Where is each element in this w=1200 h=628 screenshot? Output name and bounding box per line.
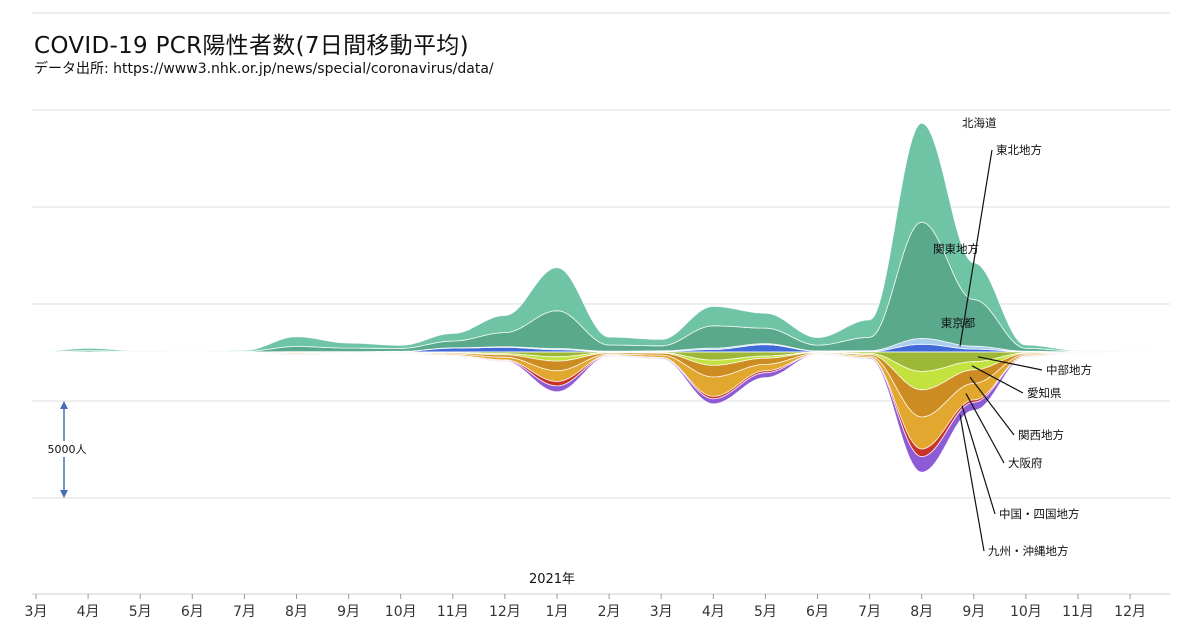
leader-line: [969, 376, 1015, 436]
scale-bar-label: 5000人: [48, 443, 87, 456]
source-caption: データ出所: https://www3.nhk.or.jp/news/speci…: [34, 61, 494, 77]
x-tick-label: 3月: [25, 604, 48, 620]
leader-line: [961, 405, 996, 515]
series-label: 愛知県: [1027, 386, 1062, 400]
x-tick-label: 6月: [181, 604, 204, 620]
x-tick-label: 4月: [77, 604, 100, 620]
series-label: 東北地方: [996, 143, 1042, 157]
x-tick-label: 3月: [650, 604, 673, 620]
x-tick-label: 10月: [385, 604, 417, 620]
x-tick-label: 12月: [1114, 604, 1146, 620]
x-tick-label: 10月: [1010, 604, 1042, 620]
x-tick-label: 7月: [858, 604, 881, 620]
x-tick-label: 11月: [437, 604, 469, 620]
leader-line: [971, 365, 1024, 394]
series-label: 大阪府: [1008, 456, 1043, 470]
x-tick-label: 9月: [337, 604, 360, 620]
scale-arrow-down: [60, 490, 68, 498]
series-label: 東京都: [941, 316, 976, 330]
x-tick-label: 5月: [129, 604, 152, 620]
series-label: 九州・沖縄地方: [988, 544, 1069, 558]
scale-label-bg: [40, 441, 90, 457]
series-label: 関東地方: [933, 242, 979, 256]
x-tick-label: 8月: [285, 604, 308, 620]
leader-line: [965, 393, 1005, 464]
x-tick-label: 11月: [1062, 604, 1094, 620]
leader-line: [959, 149, 993, 347]
x-tick-label: 8月: [910, 604, 933, 620]
x-tick-label: 2月: [598, 604, 621, 620]
scale-arrow-up: [60, 401, 68, 409]
series-area-東京都: [36, 122, 1175, 353]
x-tick-label: 4月: [702, 604, 725, 620]
series-label: 中部地方: [1046, 363, 1092, 377]
stream-layers: [36, 122, 1175, 473]
x-tick-label: 5月: [754, 604, 777, 620]
x-tick-label: 6月: [806, 604, 829, 620]
x-tick-label: 9月: [962, 604, 985, 620]
x-tick-label: 1月: [546, 604, 569, 620]
chart-title: COVID-19 PCR陽性者数(7日間移動平均): [34, 33, 469, 59]
series-area-九州・沖縄地方: [36, 351, 1175, 473]
series-label: 中国・四国地方: [999, 507, 1080, 521]
x-tick-label: 7月: [233, 604, 256, 620]
year-label: 2021年: [529, 572, 575, 587]
series-labels: 九州・沖縄地方 中国・四国地方 大阪府 関西地方 愛知県 中部地方 東京都 関東地方 東北地方 北…: [933, 116, 1092, 558]
x-tick-label: 12月: [489, 604, 521, 620]
leader-line: [977, 356, 1043, 371]
series-label: 北海道: [962, 116, 997, 130]
series-area-関東地方: [36, 221, 1175, 353]
x-axis: 3月 4月 5月 6月 7月 8月 9月 10月 11月 12月 1月 2月 3月 4月 5月 6月 7月 8月 9…: [25, 593, 1170, 620]
series-label: 関西地方: [1018, 428, 1064, 442]
scale-bar: 5000人: [40, 401, 90, 498]
leader-line: [959, 414, 985, 552]
